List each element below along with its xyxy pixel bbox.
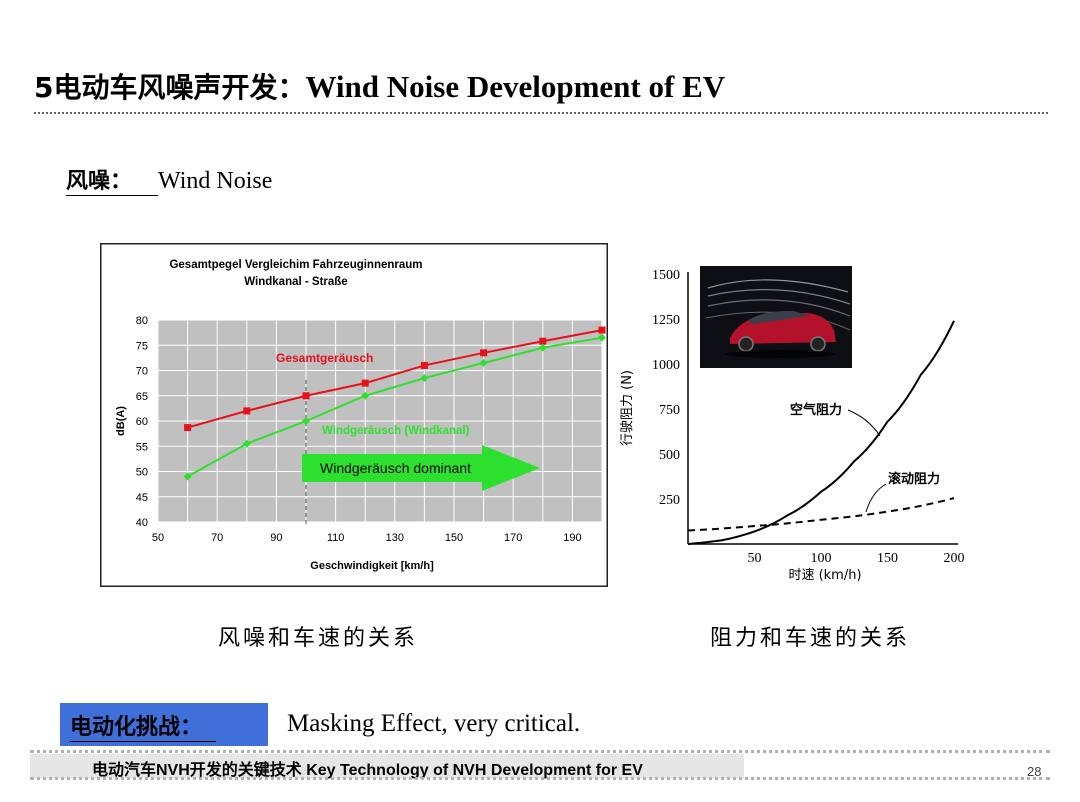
left-chart-caption: 风噪和车速的关系 <box>218 626 419 651</box>
x-tick-label: 50 <box>748 551 762 566</box>
y-tick-label: 50 <box>136 467 148 479</box>
right-chart-caption: 阻力和车速的关系 <box>710 626 911 651</box>
x-tick-label: 150 <box>877 551 898 566</box>
tick-labels: 40 45 50 55 60 65 70 75 80 50 70 90 110 130 150 170 190 <box>136 315 582 544</box>
car-photo <box>700 266 852 368</box>
dominance-arrow <box>302 445 540 491</box>
x-tick-label: 200 <box>944 551 965 566</box>
y-tick-label: 40 <box>136 517 148 529</box>
air-resistance-curve <box>687 320 955 545</box>
data-series <box>183 326 606 481</box>
y-tick-label: 55 <box>136 441 148 453</box>
chart-title: Gesamtpegel Vergleichim Fahrzeuginnenrau… <box>169 259 422 271</box>
y-tick-label: 60 <box>136 416 148 428</box>
rolling-resistance-label: 滚动阻力 <box>888 471 940 487</box>
y-tick-label: 70 <box>136 366 148 378</box>
y-axis-label: 行驶阻力 (N) <box>620 370 635 446</box>
rolling-resistance-pointer <box>865 483 887 513</box>
section-heading: 风噪： Wind Noise <box>66 163 272 196</box>
section-heading-label: 风噪： <box>66 163 159 196</box>
series-line-2 <box>187 336 603 478</box>
page-title-en: Wind Noise Development of EV <box>305 69 726 104</box>
y-tick-label: 80 <box>136 315 148 327</box>
x-axis-label: 时速 (km/h) <box>788 568 861 583</box>
data-point-diamond <box>538 343 547 352</box>
y-tick-label: 750 <box>659 403 680 418</box>
x-tick-label: 170 <box>504 532 522 544</box>
y-tick-label: 1000 <box>652 358 680 373</box>
x-axis-label: Geschwindigkeit [km/h] <box>310 560 434 572</box>
page-title-zh: 5电动车风噪声开发： <box>34 71 306 104</box>
y-tick-label: 1250 <box>652 313 680 328</box>
data-point-square <box>243 407 251 415</box>
tick-labels: 250 500 750 1000 1250 1500 50 100 150 200 <box>652 268 965 566</box>
series-line-1 <box>187 329 603 429</box>
data-point-diamond <box>183 472 192 481</box>
data-point-square <box>598 326 606 334</box>
challenge-label: 电动化挑战： <box>70 709 217 742</box>
section-heading-value: Wind Noise <box>158 168 273 194</box>
data-point-square <box>184 424 192 432</box>
x-tick-label: 110 <box>327 532 345 544</box>
data-point-square <box>480 349 488 357</box>
footer-dotted-line-top <box>30 750 1050 753</box>
wind-noise-chart: Gesamtpegel Vergleichim Fahrzeuginnenrau… <box>100 243 608 587</box>
challenge-text: Masking Effect, very critical. <box>287 710 581 737</box>
data-point-diamond <box>302 417 310 425</box>
data-point-square <box>420 361 428 369</box>
legend-red-series: Gesamtgeräusch <box>276 351 373 365</box>
x-tick-label: 130 <box>386 532 404 544</box>
x-tick-label: 150 <box>445 532 463 544</box>
y-axis-label: dB(A) <box>115 406 127 436</box>
data-point-diamond <box>479 358 488 367</box>
x-tick-label: 190 <box>563 532 581 544</box>
data-point-square <box>302 392 310 400</box>
chart-subtitle: Windkanal - Straße <box>244 276 347 288</box>
y-tick-label: 45 <box>136 492 148 504</box>
y-tick-label: 75 <box>136 340 148 352</box>
page-number: 28 <box>1027 764 1042 779</box>
resistance-chart: 250 500 750 1000 1250 1500 50 100 150 200 行驶阻力 (N… <box>620 266 965 583</box>
y-tick-label: 500 <box>659 448 680 463</box>
data-point-square <box>539 337 547 345</box>
x-tick-label: 50 <box>152 532 164 544</box>
air-resistance-label: 空气阻力 <box>790 402 842 418</box>
y-tick-label: 65 <box>136 391 148 403</box>
x-tick-label: 100 <box>811 551 832 566</box>
page-title: 5电动车风噪声开发：Wind Noise Development of EV <box>34 66 725 106</box>
x-tick-label: 90 <box>270 532 282 544</box>
x-tick-label: 70 <box>211 532 223 544</box>
challenge-label-box <box>60 703 268 746</box>
air-resistance-pointer <box>847 409 881 437</box>
footer-text: 电动汽车NVH开发的关键技术 Key Technology of NVH Dev… <box>92 762 643 779</box>
title-divider <box>34 112 1048 114</box>
rolling-resistance-curve <box>687 497 955 532</box>
legend-green-series: Windgeräusch (Windkanal) <box>322 425 470 437</box>
data-series <box>687 320 955 545</box>
footer-bar <box>30 754 744 778</box>
dominance-arrow-label: Windgeräusch dominant <box>320 460 471 476</box>
data-point-diamond <box>598 333 606 342</box>
data-point-diamond <box>242 439 251 448</box>
data-point-square <box>361 379 369 387</box>
footer-dotted-line-bottom <box>30 777 1050 780</box>
y-tick-label: 250 <box>659 493 680 508</box>
data-point-diamond <box>361 391 370 400</box>
y-tick-label: 1500 <box>652 268 680 283</box>
data-point-diamond <box>420 374 429 383</box>
